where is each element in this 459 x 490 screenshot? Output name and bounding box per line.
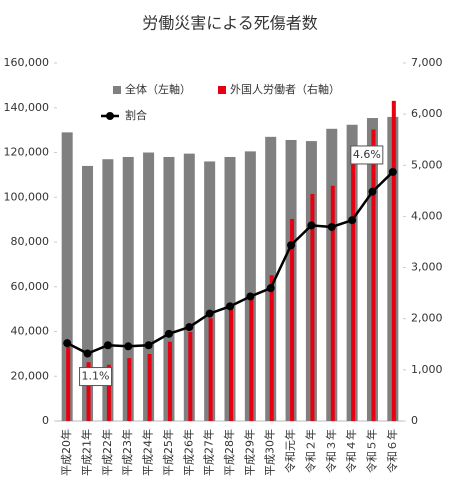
point — [83, 349, 92, 358]
x-tick-label: 令和２年 — [303, 429, 317, 473]
bar — [224, 156, 236, 421]
bar — [82, 165, 94, 421]
point — [348, 216, 357, 225]
y-tick-label: 0 — [42, 414, 49, 427]
bar — [269, 275, 274, 421]
point — [205, 309, 214, 318]
x-tick-label: 令和５年 — [364, 429, 378, 473]
y2-tick-label: 1,000 — [411, 363, 443, 376]
x-tick-label: 平成25年 — [161, 429, 175, 476]
y-tick-label: 80,000 — [11, 235, 50, 248]
point — [327, 222, 336, 231]
bar — [66, 346, 71, 421]
value-label: 1.1% — [82, 370, 110, 383]
x-tick-label: 平成24年 — [141, 429, 155, 476]
value-label: 4.6% — [353, 148, 381, 161]
point — [307, 221, 316, 230]
y-tick-label: 20,000 — [11, 369, 50, 382]
x-tick-label: 令和４年 — [344, 429, 358, 473]
y2-tick-label: 2,000 — [411, 312, 443, 325]
point — [266, 284, 275, 293]
bar — [106, 364, 111, 421]
bar — [391, 100, 396, 422]
point — [185, 323, 194, 332]
label-box — [350, 145, 384, 165]
legend-label: 外国人労働者（右軸） — [230, 82, 340, 96]
bar — [208, 318, 213, 421]
point — [124, 342, 133, 351]
bar — [183, 153, 195, 421]
bar — [86, 362, 91, 421]
x-tick-label: 平成21年 — [80, 429, 94, 476]
legend-label: 割合 — [125, 108, 147, 122]
y-tick-label: 120,000 — [4, 146, 50, 159]
x-tick-label: 平成23年 — [120, 429, 134, 476]
bar — [163, 156, 175, 421]
y2-tick-label: 6,000 — [411, 107, 443, 120]
x-tick-label: 平成29年 — [242, 429, 256, 476]
y-tick-label: 60,000 — [11, 280, 50, 293]
label-box — [79, 367, 113, 387]
bar — [188, 332, 193, 421]
point — [287, 241, 296, 250]
x-tick-label: 令和３年 — [324, 429, 338, 473]
legend-dot — [106, 112, 114, 120]
x-tick-label: 平成26年 — [181, 429, 195, 476]
y2-tick-label: 7,000 — [411, 56, 443, 69]
point — [63, 339, 72, 348]
point — [103, 341, 112, 350]
y2-tick-label: 0 — [411, 414, 418, 427]
point — [388, 167, 397, 176]
y2-tick-label: 5,000 — [411, 158, 443, 171]
bar — [351, 155, 356, 422]
bar — [147, 354, 152, 421]
y-tick-label: 40,000 — [11, 325, 50, 338]
bar — [330, 185, 335, 421]
y2-tick-label: 4,000 — [411, 209, 443, 222]
bar — [290, 218, 295, 421]
legend-swatch — [218, 86, 226, 94]
x-tick-label: 平成22年 — [100, 429, 114, 476]
bar — [61, 132, 73, 422]
point — [246, 292, 255, 301]
bar — [229, 306, 233, 421]
y-tick-label: 160,000 — [4, 56, 50, 69]
bar — [167, 341, 172, 421]
x-tick-label: 平成28年 — [222, 429, 236, 476]
x-tick-label: 平成30年 — [263, 429, 277, 476]
bar — [244, 151, 256, 421]
bar — [371, 129, 376, 421]
point — [226, 302, 234, 311]
bar — [310, 193, 315, 421]
x-tick-label: 令和元年 — [283, 429, 297, 473]
y-tick-label: 140,000 — [4, 101, 50, 114]
y-tick-label: 100,000 — [4, 190, 50, 203]
point — [368, 187, 377, 196]
bar — [102, 159, 114, 421]
point — [144, 341, 153, 350]
bar — [127, 358, 132, 421]
bar — [122, 156, 134, 421]
bar — [249, 293, 254, 421]
point — [164, 329, 173, 338]
x-tick-label: 令和６年 — [385, 429, 399, 473]
x-tick-label: 平成20年 — [59, 429, 73, 476]
legend-label: 全体（左軸） — [125, 82, 191, 96]
legend-swatch — [113, 86, 121, 94]
y2-tick-label: 3,000 — [411, 261, 443, 274]
bar — [204, 161, 216, 421]
x-tick-label: 平成27年 — [202, 429, 216, 476]
chart-title: 労働災害による死傷者数 — [142, 14, 318, 33]
bar — [143, 152, 155, 421]
